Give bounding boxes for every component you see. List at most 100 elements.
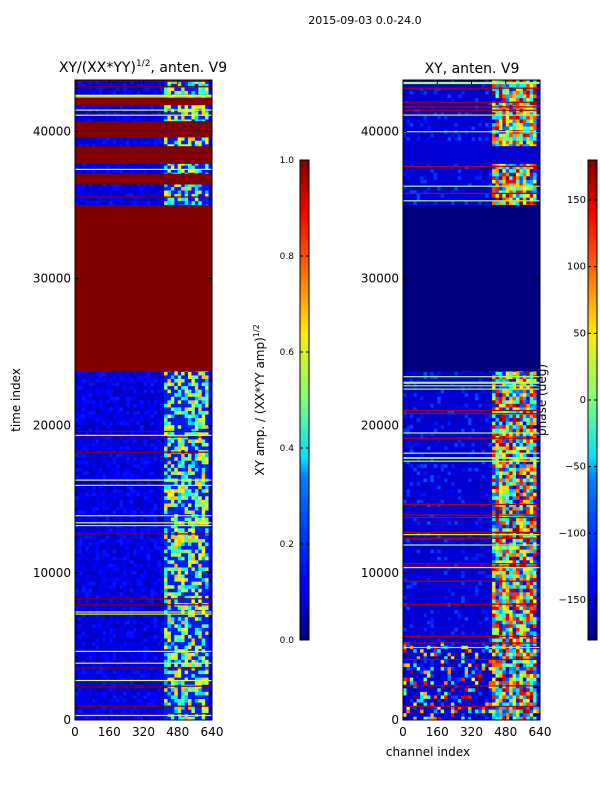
amplitude-cell (208, 691, 213, 696)
amplitude-cell (81, 556, 86, 561)
amplitude-cell (157, 588, 161, 593)
amplitude-cell (194, 616, 199, 621)
amplitude-cell (109, 488, 113, 493)
amplitude-cell (208, 702, 213, 707)
amplitude-cell (88, 471, 93, 475)
amplitude-cell (198, 392, 203, 397)
amplitude-cell (184, 599, 189, 603)
amplitude-cell (160, 506, 165, 511)
amplitude-cell (181, 666, 185, 671)
amplitude-cell (122, 631, 127, 635)
amplitude-cell (150, 652, 155, 657)
amplitude-cell (140, 574, 144, 579)
amplitude-cell (194, 400, 199, 404)
amplitude-cell (140, 624, 144, 628)
amplitude-cell (95, 424, 100, 429)
amplitude-cell (105, 439, 110, 443)
amplitude-cell (133, 439, 137, 443)
amplitude-cell (136, 375, 141, 379)
amplitude-cell (98, 400, 103, 404)
amplitude-cell (133, 488, 137, 493)
amplitude-cell (140, 545, 144, 550)
amplitude-cell (198, 432, 203, 436)
amplitude-cell (188, 389, 192, 394)
amplitude-cell (194, 460, 199, 465)
amplitude-cell (177, 595, 182, 600)
amplitude-cell (78, 652, 83, 657)
amplitude-cell (122, 627, 127, 632)
amplitude-cell (116, 627, 120, 632)
amplitude-cell (119, 641, 124, 646)
amplitude-cell (146, 705, 151, 710)
amplitude-cell (150, 471, 155, 475)
amplitude-cell (146, 652, 151, 657)
amplitude-cell (102, 620, 107, 625)
amplitude-cell (136, 627, 141, 632)
amplitude-cell (85, 499, 89, 504)
amplitude-cell (102, 613, 107, 618)
amplitude-cell (122, 506, 127, 511)
amplitude-cell (140, 542, 144, 547)
amplitude-cell (129, 510, 134, 515)
amplitude-cell (102, 673, 107, 678)
amplitude-cell (160, 410, 165, 415)
amplitude-cell (136, 691, 141, 696)
amplitude-cell (201, 371, 206, 376)
amplitude-cell (146, 556, 151, 561)
amplitude-cell (181, 606, 185, 611)
amplitude-cell (164, 474, 168, 479)
amplitude-cell (129, 506, 134, 511)
amplitude-cell (140, 375, 144, 379)
amplitude-cell (78, 549, 83, 554)
amplitude-cell (194, 432, 199, 436)
amplitude-cell (205, 510, 209, 515)
amplitude-cell (164, 659, 168, 664)
amplitude-cell (201, 702, 206, 707)
amplitude-cell (78, 510, 83, 515)
amplitude-cell (81, 471, 86, 475)
amplitude-cell (129, 375, 134, 379)
amplitude-cell (85, 485, 89, 490)
amplitude-cell (174, 641, 179, 646)
amplitude-cell (136, 396, 141, 401)
amplitude-cell (122, 716, 127, 721)
amplitude-cell (181, 702, 185, 707)
amplitude-cell (88, 624, 93, 628)
amplitude-cell (81, 535, 86, 539)
amplitude-cell (75, 709, 79, 714)
amplitude-cell (81, 528, 86, 532)
amplitude-cell (140, 567, 144, 571)
amplitude-cell (122, 666, 127, 671)
amplitude-cell (198, 510, 203, 515)
amplitude-cell (122, 709, 127, 714)
amplitude-cell (95, 666, 100, 671)
amplitude-cell (112, 620, 117, 625)
amplitude-cell (184, 378, 189, 383)
amplitude-cell (181, 663, 185, 667)
amplitude-cell (143, 592, 148, 596)
amplitude-cell (85, 535, 89, 539)
amplitude-cell (81, 375, 86, 379)
amplitude-cell (198, 552, 203, 557)
amplitude-cell (95, 670, 100, 675)
amplitude-cell (194, 414, 199, 419)
amplitude-cell (116, 680, 120, 685)
amplitude-cell (208, 634, 213, 639)
amplitude-cell (191, 446, 196, 451)
amplitude-cell (112, 378, 117, 383)
amplitude-cell (184, 481, 189, 486)
amplitude-cell (177, 563, 182, 568)
amplitude-cell (177, 371, 182, 376)
amplitude-cell (146, 378, 151, 383)
amplitude-cell (201, 517, 206, 522)
amplitude-cell (119, 471, 124, 475)
amplitude-cell (208, 524, 213, 529)
amplitude-cell (167, 606, 172, 611)
amplitude-cell (112, 375, 117, 379)
amplitude-cell (116, 371, 120, 376)
amplitude-cell (174, 705, 179, 710)
amplitude-cell (177, 705, 182, 710)
amplitude-cell (102, 382, 107, 387)
amplitude-cell (102, 552, 107, 557)
amplitude-cell (198, 453, 203, 458)
